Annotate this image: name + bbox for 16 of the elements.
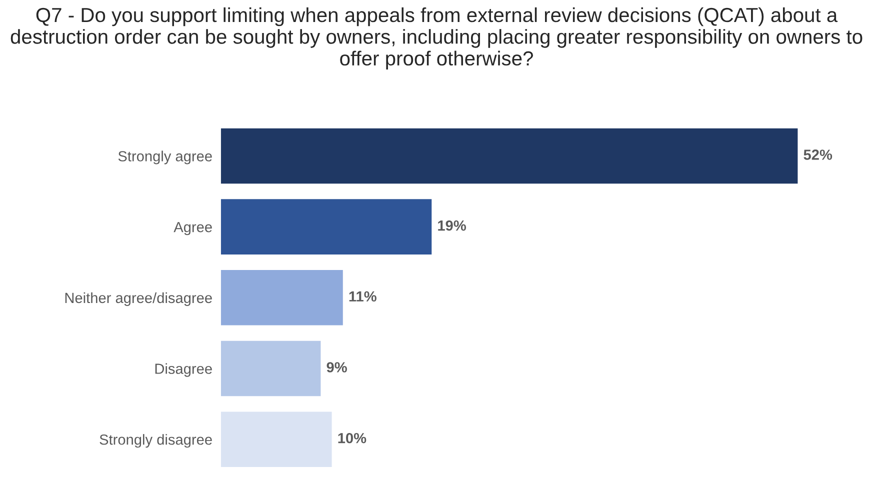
y-tick-label: Strongly agree bbox=[118, 150, 212, 164]
data-label: 52% bbox=[804, 150, 832, 160]
y-tick-label: Neither agree/disagree bbox=[65, 292, 212, 306]
y-tick-label: Agree bbox=[174, 222, 212, 236]
data-label: 19% bbox=[438, 220, 466, 231]
bar bbox=[220, 340, 321, 396]
chart-title: Q7 - Do you support limiting when appeals from external review decisions (QCAT) about a destruction order can be sought by owners, including placing greater responsibility on owners to offer proof otherwise? bbox=[10, 7, 862, 70]
data-label: 10% bbox=[338, 432, 366, 444]
bar bbox=[220, 412, 332, 467]
data-label: 11% bbox=[349, 291, 376, 302]
bar bbox=[220, 128, 798, 184]
data-label: 9% bbox=[326, 362, 347, 372]
bar bbox=[220, 199, 432, 254]
y-tick-label: Disagree bbox=[155, 363, 212, 377]
bar bbox=[220, 270, 343, 326]
y-tick-label: Strongly disagree bbox=[100, 434, 212, 448]
